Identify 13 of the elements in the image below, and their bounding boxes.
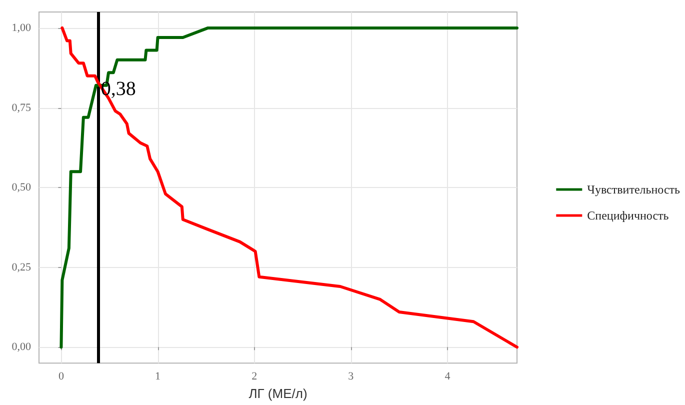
legend-label: Чувствительность — [587, 182, 681, 196]
y-tick-label: 0,25 — [12, 261, 32, 274]
legend-label: Специфичность — [587, 208, 670, 222]
x-tick-label: 4 — [444, 370, 451, 383]
x-tick-label: 2 — [252, 370, 258, 383]
x-tick-label: 1 — [155, 370, 161, 383]
x-tick-label: 3 — [348, 370, 354, 383]
y-tick-label: 0,00 — [12, 341, 32, 354]
y-tick-label: 1,00 — [12, 22, 32, 34]
x-tick-label: 0 — [58, 370, 64, 383]
y-tick-label: 0,75 — [12, 102, 32, 114]
y-tick-label: 0,50 — [12, 182, 32, 194]
x-axis-title: ЛГ (МЕ/л) — [248, 386, 308, 401]
